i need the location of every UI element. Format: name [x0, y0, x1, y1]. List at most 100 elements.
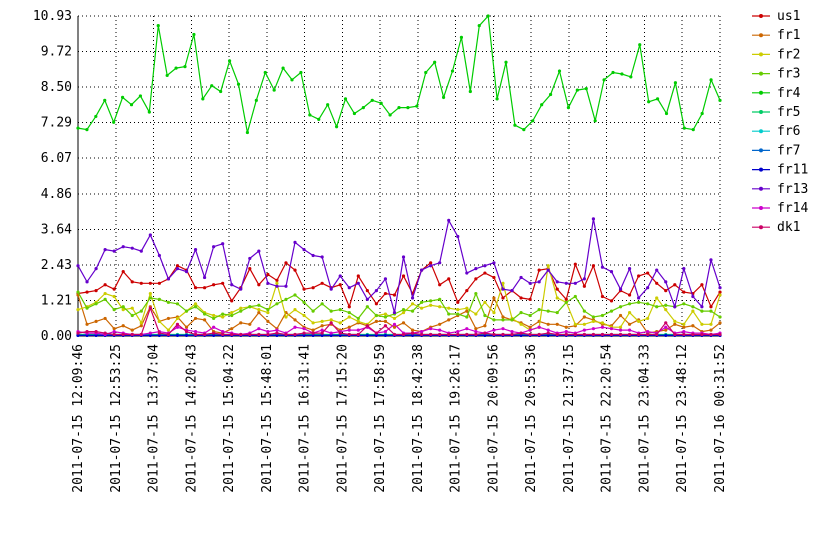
- data-point: [356, 319, 360, 323]
- data-point: [406, 106, 410, 110]
- data-point: [221, 315, 225, 319]
- data-point: [121, 305, 125, 309]
- data-point: [638, 43, 642, 47]
- data-point: [664, 333, 668, 338]
- data-point: [673, 319, 677, 323]
- data-point: [664, 289, 668, 293]
- data-point: [483, 331, 487, 335]
- data-point: [510, 289, 514, 293]
- data-point: [600, 265, 605, 269]
- data-point: [112, 249, 116, 253]
- data-point: [157, 253, 161, 258]
- data-point: [219, 89, 223, 94]
- data-point: [540, 103, 544, 107]
- data-point: [564, 297, 568, 302]
- data-point: [410, 331, 415, 335]
- data-point: [257, 308, 261, 312]
- data-point: [691, 332, 695, 337]
- data-point: [522, 127, 526, 132]
- data-point: [112, 332, 116, 337]
- data-point: [646, 332, 650, 337]
- data-point: [374, 289, 378, 293]
- data-point: [410, 296, 415, 300]
- data-point: [347, 328, 351, 332]
- data-point: [465, 289, 469, 293]
- data-point: [504, 60, 508, 64]
- data-point: [156, 24, 160, 28]
- data-point: [212, 283, 216, 287]
- data-point: [474, 277, 478, 281]
- data-point: [564, 281, 568, 285]
- legend: us1 fr1 fr2 fr3 fr4 fr5 fr6 fr7 fr11 fr13 fr14 dk1: [752, 9, 808, 235]
- data-point: [239, 332, 243, 337]
- x-tick-label: 2011-07-15 23:04:33: [637, 344, 652, 493]
- data-point: [320, 319, 324, 323]
- data-point: [266, 310, 270, 315]
- data-point: [528, 325, 532, 329]
- data-point: [334, 125, 339, 129]
- series-lines: [76, 14, 722, 338]
- data-point: [397, 106, 401, 110]
- data-point: [450, 69, 455, 73]
- data-point: [85, 280, 89, 284]
- data-point: [575, 88, 579, 92]
- data-point: [519, 322, 523, 326]
- data-point: [646, 330, 650, 334]
- data-point: [284, 297, 288, 302]
- data-point: [546, 309, 550, 313]
- data-point: [510, 332, 514, 337]
- data-point: [257, 249, 261, 253]
- data-point: [356, 274, 360, 278]
- legend-swatch-dot: [759, 90, 763, 95]
- data-point: [370, 98, 374, 102]
- data-point: [202, 286, 207, 290]
- data-point: [492, 318, 496, 322]
- data-point: [555, 310, 559, 315]
- data-point: [103, 98, 107, 102]
- data-point: [537, 332, 541, 337]
- data-point: [248, 305, 252, 309]
- data-point: [221, 312, 225, 316]
- data-point: [456, 312, 460, 316]
- data-point: [465, 332, 469, 337]
- data-point: [555, 332, 559, 337]
- data-point: [311, 333, 315, 338]
- data-point: [193, 305, 198, 309]
- legend-swatch-dot: [759, 206, 763, 210]
- data-point: [718, 290, 722, 294]
- data-point: [329, 287, 333, 291]
- data-point: [266, 332, 270, 337]
- data-point: [76, 308, 80, 312]
- data-point: [112, 327, 116, 331]
- data-point: [555, 296, 559, 300]
- data-point: [284, 332, 288, 337]
- data-point: [593, 119, 597, 123]
- data-point: [438, 283, 442, 287]
- data-point: [326, 103, 330, 107]
- data-point: [456, 234, 460, 239]
- data-point: [410, 333, 415, 338]
- data-point: [492, 332, 496, 337]
- x-tick-label: 2011-07-15 12:53:25: [109, 344, 124, 493]
- data-point: [311, 331, 315, 335]
- data-point: [308, 113, 312, 117]
- data-point: [447, 306, 451, 310]
- series-fr13: [76, 217, 722, 315]
- data-point: [103, 316, 107, 321]
- data-point: [447, 312, 451, 316]
- data-point: [682, 126, 686, 130]
- data-point: [257, 283, 261, 287]
- data-point: [76, 126, 80, 130]
- series-line-fr14: [77, 323, 721, 336]
- data-point: [202, 332, 207, 337]
- data-point: [555, 287, 559, 291]
- data-point: [700, 305, 704, 309]
- data-point: [347, 332, 351, 337]
- data-point: [365, 289, 369, 293]
- data-point: [718, 315, 722, 319]
- y-tick-label: 3.64: [41, 222, 72, 237]
- series-fr3: [76, 290, 722, 322]
- data-point: [103, 331, 107, 335]
- x-axis-ticks: 2011-07-15 12:09:46 2011-07-15 12:53:25 20…: [71, 344, 728, 493]
